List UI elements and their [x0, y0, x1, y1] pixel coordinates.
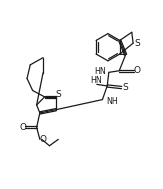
Text: O: O	[39, 135, 46, 144]
Text: S: S	[134, 39, 140, 48]
Text: NH: NH	[106, 97, 118, 106]
Text: O: O	[134, 66, 141, 75]
Text: HN: HN	[94, 67, 106, 76]
Text: HN: HN	[90, 76, 102, 85]
Text: S: S	[122, 83, 128, 92]
Text: O: O	[19, 123, 26, 132]
Text: S: S	[56, 90, 62, 98]
